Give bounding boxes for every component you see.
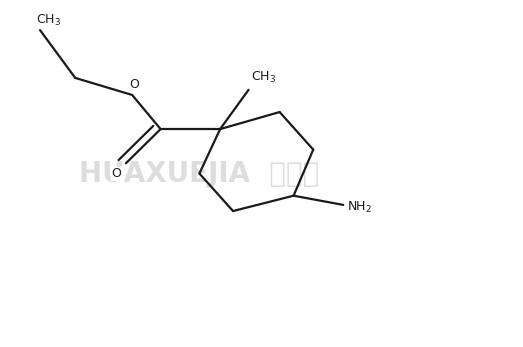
- Text: CH$_3$: CH$_3$: [37, 13, 62, 28]
- Text: O: O: [112, 167, 121, 180]
- Text: CH$_3$: CH$_3$: [251, 70, 276, 85]
- Text: NH$_2$: NH$_2$: [347, 200, 372, 214]
- Text: HUAXUEJIA  化学加: HUAXUEJIA 化学加: [79, 160, 320, 187]
- Text: O: O: [129, 78, 139, 91]
